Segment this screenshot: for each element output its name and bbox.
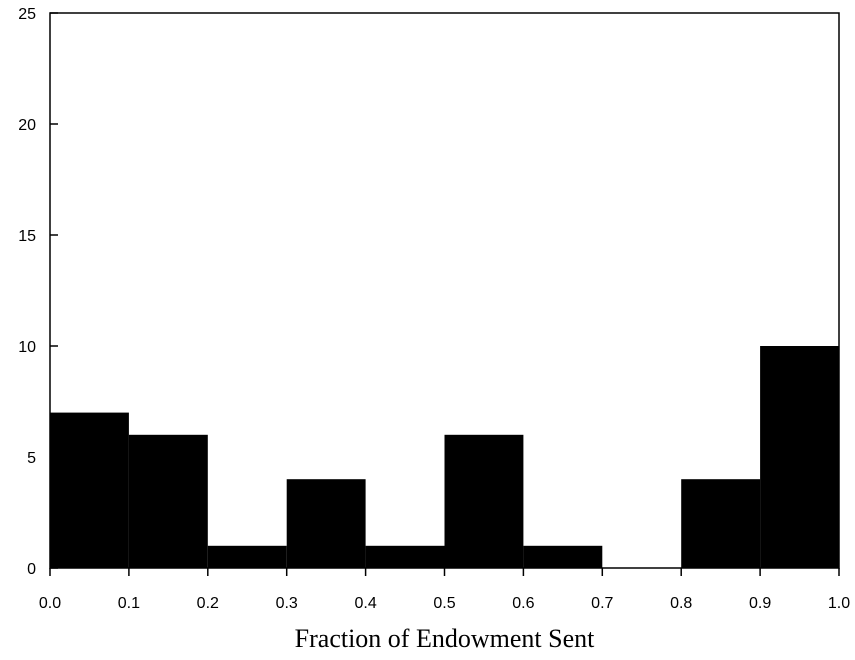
x-tick-label: 0.6 [512, 595, 534, 612]
y-tick-label: 0 [27, 561, 36, 578]
histogram-bar-3 [286, 479, 366, 568]
x-tick-label: 0.2 [197, 595, 219, 612]
histogram-bar-1 [128, 434, 208, 568]
histogram-bar-9 [760, 346, 839, 568]
y-tick-label: 15 [18, 228, 36, 245]
x-tick-label: 0.3 [276, 595, 298, 612]
histogram-bar-8 [681, 479, 761, 568]
histogram-bar-0 [50, 412, 129, 568]
y-tick-label: 5 [27, 450, 36, 467]
y-tick-label: 20 [18, 117, 36, 134]
x-axis: 0.0 0.1 0.2 0.3 0.4 0.5 0.6 0.7 0.8 0.9 1.0 [39, 568, 850, 612]
y-tick-label: 25 [18, 6, 36, 23]
histogram-bar-5 [444, 434, 524, 568]
x-tick-label: 0.8 [670, 595, 692, 612]
x-tick-label: 0.7 [591, 595, 613, 612]
x-tick-label: 0.0 [39, 595, 61, 612]
x-tick-label: 0.5 [433, 595, 455, 612]
histogram-bar-2 [207, 545, 287, 568]
x-tick-label: 0.1 [118, 595, 140, 612]
x-axis-title: Fraction of Endowment Sent [295, 624, 595, 653]
x-tick-label: 0.9 [749, 595, 771, 612]
histogram-bar-6 [523, 545, 603, 568]
x-tick-label: 0.4 [354, 595, 376, 612]
histogram-bar-4 [365, 545, 445, 568]
x-tick-label: 1.0 [828, 595, 850, 612]
y-tick-label: 10 [18, 339, 36, 356]
y-axis: 0 5 10 15 20 25 [18, 6, 58, 578]
bars-group [50, 346, 839, 568]
